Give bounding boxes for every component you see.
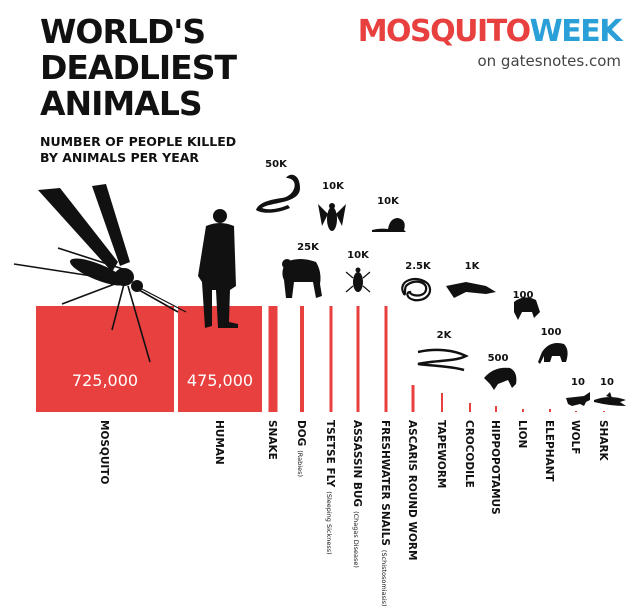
value-label-dog: 25K (297, 242, 320, 253)
bar-mosquito (36, 306, 174, 412)
category-note: (Schistosomiasis) (380, 550, 388, 607)
value-label-ascaris-round-worm: 2.5K (405, 261, 432, 272)
category-label-tsetse-fly: TSETSE FLY(Sleeping Sickness) (324, 420, 336, 555)
lion-icon (514, 297, 540, 320)
bar-elephant (549, 409, 551, 412)
category-label-human: HUMAN (213, 420, 225, 465)
bar-shark (603, 411, 605, 412)
value-label-assassin-bug: 10K (347, 250, 370, 261)
title-line-1: WORLD'S (40, 12, 206, 51)
value-label-snake: 50K (265, 159, 288, 170)
subtitle-line-1: NUMBER OF PEOPLE KILLED (40, 134, 237, 149)
bar-freshwater-snails (384, 306, 388, 412)
value-label-mosquito: 725,000 (72, 371, 138, 390)
category-label-wolf: WOLF (569, 420, 581, 454)
labels-layer: MOSQUITO 725,000 HUMAN 475,000 SNAKE 50K DOG(R… (72, 159, 614, 607)
hippopotamus-icon (484, 367, 517, 390)
brand-logo[interactable]: MOSQUITOWEEK (357, 14, 623, 49)
bar-snake (268, 306, 278, 412)
human-icon (198, 209, 238, 328)
bar-wolf (575, 411, 577, 412)
value-label-tapeworm: 2K (437, 330, 453, 341)
shark-icon (594, 392, 626, 406)
bar-dog (300, 306, 304, 412)
roundworm-icon (401, 277, 432, 302)
category-label-crocodile: CROCODILE (463, 420, 475, 488)
category-label-elephant: ELEPHANT (543, 420, 555, 482)
category-label-lion: LION (516, 420, 528, 448)
value-label-freshwater-snails: 10K (377, 196, 400, 207)
bar-lion (522, 409, 524, 412)
bar-tapeworm (441, 393, 443, 412)
category-label-mosquito: MOSQUITO (98, 420, 110, 484)
value-label-wolf: 10 (571, 377, 585, 388)
dog-icon (282, 259, 322, 298)
snake-icon (256, 174, 300, 213)
value-label-shark: 10 (600, 377, 614, 388)
category-label-freshwater-snails: FRESHWATER SNAILS(Schistosomiasis) (379, 420, 391, 607)
bar-tsetse-fly (329, 306, 333, 412)
category-label-ascaris-round-worm: ASCARIS ROUND WORM (406, 420, 418, 560)
title-line-3: ANIMALS (40, 84, 203, 123)
icons-layer (13, 174, 626, 406)
wolf-icon (566, 392, 590, 406)
snail-icon (372, 218, 406, 232)
mosquito-icon (13, 184, 187, 363)
bar-hippopotamus (495, 406, 497, 412)
brand-mosquito-text: MOSQUITO (357, 14, 531, 49)
brand-link[interactable]: on gatesnotes.com (477, 52, 621, 70)
category-note: (Chagas Disease) (352, 511, 360, 568)
assassin-bug-icon (345, 267, 371, 293)
subtitle-line-2: BY ANIMALS PER YEAR (40, 150, 200, 165)
category-label-shark: SHARK (597, 420, 609, 462)
value-label-elephant: 100 (541, 327, 562, 338)
category-note: (Sleeping Sickness) (325, 491, 333, 554)
elephant-icon (538, 343, 568, 364)
bars-layer (36, 306, 605, 412)
category-label-tapeworm: TAPEWORM (435, 420, 447, 488)
value-label-tsetse-fly: 10K (322, 181, 345, 192)
category-label-assassin-bug: ASSASSIN BUG(Chagas Disease) (351, 420, 363, 568)
bar-ascaris-round-worm (411, 385, 415, 412)
tapeworm-icon (417, 348, 469, 372)
bar-crocodile (469, 403, 471, 412)
value-label-lion: 100 (513, 290, 534, 301)
category-label-dog: DOG(Rabies) (295, 420, 307, 477)
brand-week-text: WEEK (529, 14, 623, 49)
category-note: (Rabies) (296, 450, 304, 477)
title-line-2: DEADLIEST (40, 48, 237, 87)
bar-assassin-bug (356, 306, 360, 412)
value-label-human: 475,000 (187, 371, 253, 390)
value-label-hippopotamus: 500 (488, 353, 509, 364)
value-label-crocodile: 1K (465, 261, 481, 272)
tsetse-fly-icon (318, 203, 346, 231)
category-label-hippopotamus: HIPPOPOTAMUS (489, 420, 501, 515)
crocodile-icon (446, 282, 496, 298)
category-label-snake: SNAKE (266, 420, 278, 460)
